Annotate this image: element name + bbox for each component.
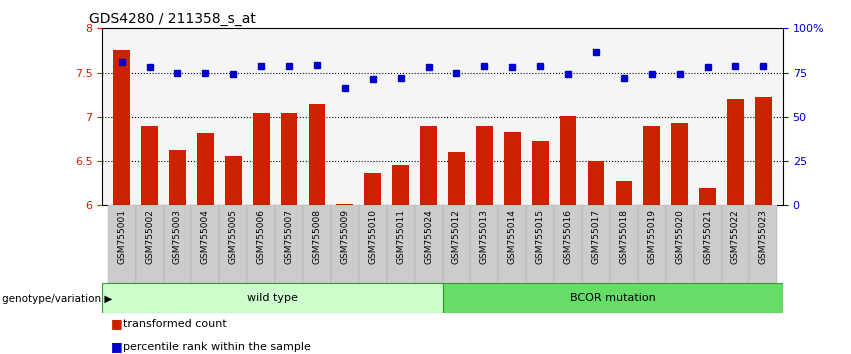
Text: percentile rank within the sample: percentile rank within the sample	[123, 342, 311, 352]
Text: ■: ■	[111, 318, 123, 330]
Bar	[443, 205, 471, 283]
Bar	[532, 141, 549, 205]
Bar	[504, 132, 521, 205]
Text: GSM755008: GSM755008	[312, 209, 322, 264]
Bar	[113, 51, 130, 205]
Bar	[671, 123, 688, 205]
Bar	[281, 113, 298, 205]
Bar	[336, 204, 353, 205]
Text: GSM755011: GSM755011	[397, 209, 405, 264]
Bar	[220, 205, 247, 283]
Text: GSM755021: GSM755021	[703, 209, 712, 264]
Text: GSM755024: GSM755024	[424, 209, 433, 264]
Text: GSM755014: GSM755014	[508, 209, 517, 264]
Bar	[386, 205, 414, 283]
Bar	[587, 161, 604, 205]
Bar	[191, 205, 220, 283]
Text: GSM755015: GSM755015	[535, 209, 545, 264]
Text: genotype/variation ▶: genotype/variation ▶	[2, 294, 112, 304]
Text: GSM755017: GSM755017	[591, 209, 601, 264]
Bar	[443, 283, 783, 313]
Bar	[448, 152, 465, 205]
Text: transformed count: transformed count	[123, 319, 227, 329]
Bar	[392, 166, 409, 205]
Text: GSM755004: GSM755004	[201, 209, 210, 264]
Bar	[643, 126, 660, 205]
Bar	[309, 104, 325, 205]
Bar	[359, 205, 386, 283]
Text: wild type: wild type	[247, 293, 298, 303]
Bar	[420, 126, 437, 205]
Bar	[615, 181, 632, 205]
Bar	[303, 205, 331, 283]
Text: GSM755009: GSM755009	[340, 209, 350, 264]
Bar	[141, 126, 158, 205]
Bar	[750, 205, 777, 283]
Bar	[755, 97, 772, 205]
Bar	[638, 205, 665, 283]
Text: ■: ■	[111, 341, 123, 353]
Text: BCOR mutation: BCOR mutation	[570, 293, 655, 303]
Bar	[364, 173, 381, 205]
Text: GDS4280 / 211358_s_at: GDS4280 / 211358_s_at	[89, 12, 255, 26]
Bar	[560, 116, 576, 205]
Text: GSM755016: GSM755016	[563, 209, 573, 264]
Bar	[247, 205, 275, 283]
Bar	[476, 126, 493, 205]
Bar	[414, 205, 443, 283]
Text: GSM755019: GSM755019	[648, 209, 656, 264]
Text: GSM755005: GSM755005	[229, 209, 237, 264]
Bar	[499, 205, 526, 283]
Text: GSM755023: GSM755023	[759, 209, 768, 264]
Text: GSM755010: GSM755010	[368, 209, 377, 264]
Bar	[275, 205, 303, 283]
Bar	[253, 113, 270, 205]
Bar	[163, 205, 191, 283]
Bar	[554, 205, 582, 283]
Bar	[108, 205, 135, 283]
Text: GSM755013: GSM755013	[480, 209, 488, 264]
Bar	[135, 205, 163, 283]
Bar	[722, 205, 750, 283]
Text: GSM755003: GSM755003	[173, 209, 182, 264]
Text: GSM755022: GSM755022	[731, 209, 740, 264]
Text: GSM755001: GSM755001	[117, 209, 126, 264]
Bar	[197, 133, 214, 205]
Bar	[694, 205, 722, 283]
Bar	[582, 205, 610, 283]
Bar	[102, 283, 443, 313]
Bar	[331, 205, 359, 283]
Bar	[225, 156, 242, 205]
Bar	[471, 205, 499, 283]
Bar	[526, 205, 554, 283]
Text: GSM755012: GSM755012	[452, 209, 461, 264]
Bar	[665, 205, 694, 283]
Text: GSM755007: GSM755007	[284, 209, 294, 264]
Text: GSM755018: GSM755018	[620, 209, 628, 264]
Text: GSM755006: GSM755006	[257, 209, 266, 264]
Bar	[169, 150, 186, 205]
Text: GSM755002: GSM755002	[145, 209, 154, 264]
Text: GSM755020: GSM755020	[675, 209, 684, 264]
Bar	[610, 205, 638, 283]
Bar	[700, 188, 716, 205]
Bar	[727, 99, 744, 205]
